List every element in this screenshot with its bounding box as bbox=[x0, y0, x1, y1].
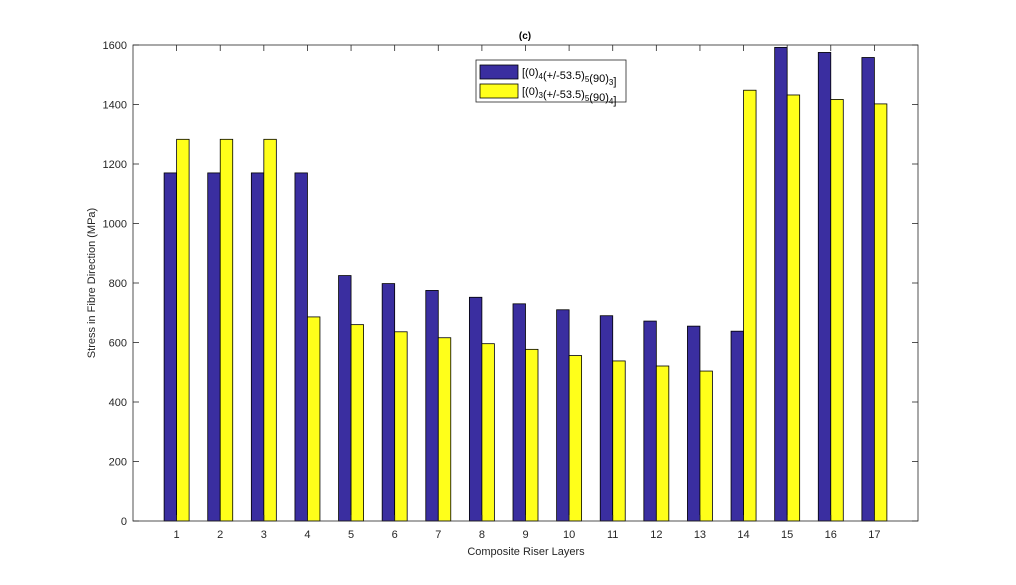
y-tick-label: 600 bbox=[109, 338, 127, 350]
legend-label-series1: [(0)4(+/-53.5)5(90)3] bbox=[522, 67, 616, 88]
bar-series1-layer-15 bbox=[774, 46, 788, 522]
bar-series1-layer-12 bbox=[643, 320, 657, 522]
bar-series1-layer-17 bbox=[861, 57, 875, 522]
x-tick-label: 6 bbox=[392, 529, 398, 541]
bar-series1-layer-4 bbox=[294, 172, 308, 522]
x-tick-label: 15 bbox=[781, 529, 793, 541]
bar-series1-layer-13 bbox=[687, 325, 701, 522]
bar-series1-layer-10 bbox=[556, 309, 570, 522]
y-tick-label: 1400 bbox=[103, 100, 127, 112]
y-tick-label: 200 bbox=[109, 457, 127, 469]
bar-series2-layer-12 bbox=[655, 365, 670, 522]
legend-swatch-series2 bbox=[479, 83, 519, 99]
x-tick-label: 8 bbox=[479, 529, 485, 541]
x-tick-label: 5 bbox=[348, 529, 354, 541]
x-tick-label: 10 bbox=[563, 529, 575, 541]
x-tick-label: 17 bbox=[868, 529, 880, 541]
y-axis-label: Stress in Fibre Direction (MPa) bbox=[86, 208, 98, 358]
bar-series2-layer-1 bbox=[176, 138, 190, 522]
y-tick-label: 1200 bbox=[103, 159, 127, 171]
bar-series2-layer-9 bbox=[525, 348, 539, 522]
y-tick-label: 800 bbox=[109, 278, 127, 290]
x-tick-label: 13 bbox=[694, 529, 706, 541]
bars-group bbox=[163, 46, 888, 522]
legend: [(0)4(+/-53.5)5(90)3][(0)3(+/-53.5)5(90)… bbox=[475, 59, 627, 107]
x-tick-label: 12 bbox=[650, 529, 662, 541]
bar-series1-layer-1 bbox=[163, 172, 178, 522]
x-tick-label: 11 bbox=[607, 529, 618, 541]
bar-series2-layer-2 bbox=[219, 138, 234, 522]
y-tick-label: 1600 bbox=[103, 40, 127, 52]
bar-series2-layer-5 bbox=[350, 324, 364, 522]
x-tick-label: 7 bbox=[435, 529, 441, 541]
bar-series2-layer-15 bbox=[786, 94, 801, 522]
bar-series1-layer-11 bbox=[599, 315, 614, 522]
bar-series1-layer-5 bbox=[338, 275, 352, 522]
bar-series2-layer-3 bbox=[263, 138, 277, 522]
y-tick-label: 400 bbox=[109, 397, 127, 409]
bar-series1-layer-9 bbox=[512, 303, 526, 522]
bar-series2-layer-13 bbox=[699, 370, 713, 522]
bar-series2-layer-16 bbox=[830, 99, 844, 522]
y-tick-label: 0 bbox=[121, 516, 127, 528]
x-tick-label: 1 bbox=[174, 529, 180, 541]
bar-series2-layer-6 bbox=[394, 331, 408, 522]
bar-series2-layer-8 bbox=[481, 343, 495, 522]
x-tick-label: 2 bbox=[217, 529, 223, 541]
bar-series1-layer-14 bbox=[730, 330, 744, 522]
bar-series1-layer-3 bbox=[250, 172, 265, 522]
x-axis-label: Composite Riser Layers bbox=[467, 546, 585, 558]
bar-series2-layer-11 bbox=[612, 360, 626, 522]
bar-series2-layer-17 bbox=[873, 103, 888, 522]
bar-series2-layer-4 bbox=[307, 316, 321, 522]
legend-swatch-series1 bbox=[479, 64, 519, 80]
x-tick-label: 9 bbox=[522, 529, 528, 541]
x-tick-label: 4 bbox=[304, 529, 310, 541]
bar-series2-layer-14 bbox=[743, 89, 757, 522]
chart-title: (c) bbox=[519, 31, 531, 42]
bar-series1-layer-16 bbox=[817, 52, 832, 522]
bar-series2-layer-10 bbox=[568, 355, 583, 522]
bar-series1-layer-2 bbox=[207, 172, 221, 522]
bar-series1-layer-6 bbox=[381, 283, 396, 522]
bar-series1-layer-7 bbox=[425, 290, 439, 522]
legend-label-series2: [(0)3(+/-53.5)5(90)4] bbox=[522, 86, 616, 107]
x-tick-label: 16 bbox=[825, 529, 837, 541]
x-tick-label: 14 bbox=[737, 529, 749, 541]
bar-series2-layer-7 bbox=[437, 337, 452, 522]
y-tick-label: 1000 bbox=[103, 219, 127, 231]
x-tick-label: 3 bbox=[261, 529, 267, 541]
bar-series1-layer-8 bbox=[468, 296, 483, 522]
